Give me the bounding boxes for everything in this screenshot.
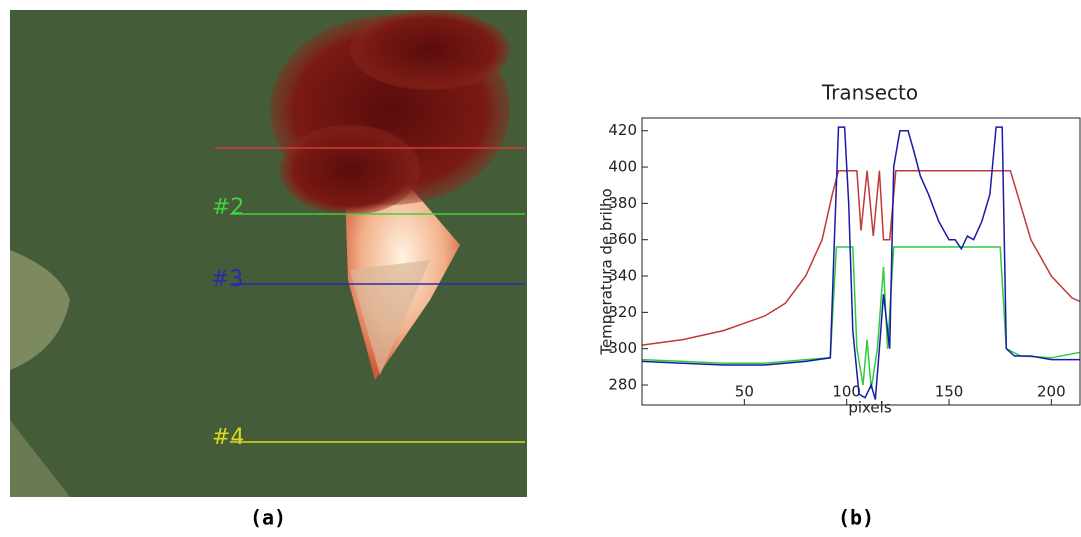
satellite-image: #2 #3 #4 — [10, 10, 527, 497]
y-axis-label: Temperatura de brilho — [598, 188, 616, 355]
y-tick-label: 300 — [608, 339, 637, 357]
data-line — [641, 169, 1081, 346]
data-line — [641, 126, 1080, 400]
transect-label: #3 — [211, 267, 243, 292]
x-axis-label: pixels — [848, 399, 892, 417]
x-tick-label: 150 — [935, 383, 964, 401]
line-chart: Transecto Temperatura de brilho pixels (b) 2… — [598, 81, 1081, 530]
plot-frame — [641, 117, 1081, 406]
y-tick-label: 420 — [608, 121, 637, 139]
caption: (b) — [838, 506, 874, 530]
transect-label: #4 — [212, 425, 244, 450]
y-tick-label: 320 — [608, 303, 637, 321]
caption: (a) — [250, 506, 286, 530]
y-tick-label: 340 — [608, 267, 637, 285]
x-tick-label: 200 — [1037, 383, 1066, 401]
y-tick-label: 280 — [608, 376, 637, 394]
x-tick-label: 100 — [832, 383, 861, 401]
chart-title: Transecto — [821, 81, 918, 105]
data-line — [641, 246, 1081, 389]
transect-label: #2 — [212, 195, 244, 220]
y-tick-label: 400 — [608, 158, 637, 176]
y-tick-label: 360 — [608, 230, 637, 248]
y-tick-label: 380 — [608, 194, 637, 212]
x-tick-label: 50 — [735, 383, 754, 401]
